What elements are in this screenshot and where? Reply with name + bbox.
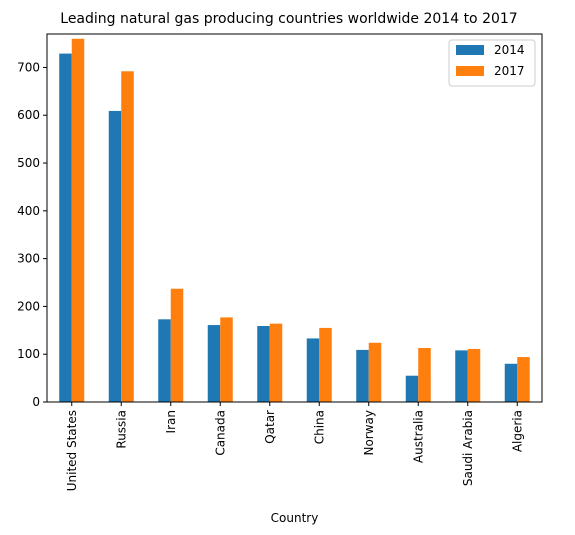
x-tick-label: Canada <box>213 410 227 456</box>
bar-2014-iran <box>158 319 171 402</box>
x-tick-label: Qatar <box>263 410 277 444</box>
x-tick-label: Australia <box>411 410 425 463</box>
bar-2017-russia <box>121 71 134 402</box>
legend: 2014 2017 <box>448 39 536 87</box>
plot-area <box>59 38 530 402</box>
bar-2014-united-states <box>59 53 72 402</box>
bar-2014-saudi-arabia <box>455 350 468 402</box>
y-tick-label: 400 <box>17 204 40 218</box>
bar-2017-saudi-arabia <box>467 348 481 402</box>
y-tick-label: 500 <box>17 156 40 170</box>
bar-2014-china <box>306 338 320 402</box>
bar-2017-canada <box>220 317 233 402</box>
x-tick-label: United States <box>65 410 79 491</box>
bar-2017-china <box>319 327 332 402</box>
bar-2014-algeria <box>504 363 518 402</box>
legend-label-2017: 2017 <box>494 64 525 78</box>
bar-2014-russia <box>108 110 122 402</box>
x-axis: United States Russia Iran Canada Qatar China N… <box>65 402 524 491</box>
legend-label-2014: 2014 <box>494 43 525 57</box>
bar-2017-qatar <box>269 323 283 402</box>
bar-2017-united-states <box>71 38 85 402</box>
x-tick-label: Russia <box>114 410 128 449</box>
bar-2014-norway <box>356 349 369 402</box>
x-axis-label: Country <box>271 511 319 525</box>
y-tick-label: 600 <box>17 108 40 122</box>
bar-2014-australia <box>405 375 419 402</box>
bar-2017-algeria <box>517 357 530 402</box>
legend-swatch-2017 <box>456 66 484 76</box>
x-tick-label: Algeria <box>510 410 524 452</box>
axes-frame <box>46 33 543 403</box>
bar-2017-iran <box>170 288 184 402</box>
y-axis: 0 100 200 300 400 500 600 700 <box>17 60 47 409</box>
x-tick-label: Saudi Arabia <box>461 410 475 486</box>
bar-2014-qatar <box>257 326 270 402</box>
y-tick-label: 0 <box>32 395 40 409</box>
bar-2017-norway <box>368 342 382 402</box>
x-tick-label: China <box>312 410 326 444</box>
y-tick-label: 200 <box>17 299 40 313</box>
chart-title: Leading natural gas producing countries … <box>60 11 517 27</box>
bar-2014-canada <box>207 325 221 402</box>
y-tick-label: 300 <box>17 252 40 266</box>
bar-2017-australia <box>418 347 431 402</box>
x-tick-label: Iran <box>164 410 178 433</box>
x-tick-label: Norway <box>362 410 376 456</box>
y-tick-label: 700 <box>17 60 40 74</box>
legend-swatch-2014 <box>456 45 484 55</box>
y-tick-label: 100 <box>17 347 40 361</box>
